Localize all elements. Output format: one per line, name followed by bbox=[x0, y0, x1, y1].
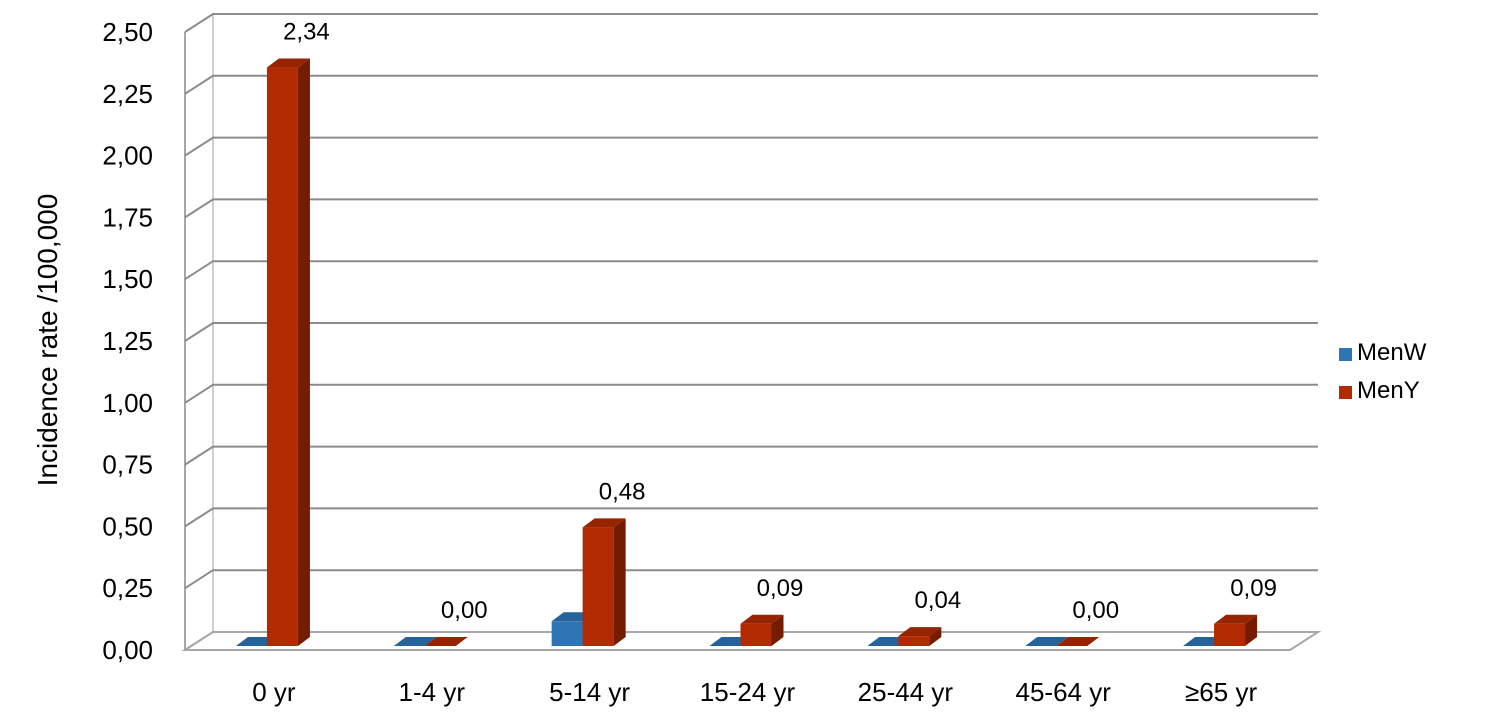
legend-label-menw: MenW bbox=[1357, 339, 1427, 366]
bar-side bbox=[297, 58, 310, 646]
gridline bbox=[184, 569, 1318, 590]
data-labels: 2,34 0,00 0,48 0,09 0,04 0,00 0,09 bbox=[283, 19, 1277, 624]
bar-front bbox=[551, 621, 583, 646]
y-axis-title: Incidence rate /100,000 bbox=[32, 194, 63, 487]
gridline bbox=[184, 198, 1318, 219]
x-axis-tick-labels: 0 yr 1-4 yr 5-14 yr 15-24 yr 25-44 yr 45-64 y… bbox=[252, 677, 1257, 707]
bar-top bbox=[582, 518, 626, 528]
gridline bbox=[184, 13, 1318, 33]
legend-label-meny: MenY bbox=[1357, 377, 1420, 404]
y-axis-tick-labels: 0,00 0,25 0,50 0,75 1,00 1,25 1,50 1,75 2,00 2,25… bbox=[102, 17, 153, 665]
bar-top bbox=[1025, 637, 1069, 646]
y-tick-label: 1,50 bbox=[102, 264, 153, 294]
bar-side bbox=[929, 627, 942, 646]
bar-front bbox=[582, 527, 614, 646]
gridline bbox=[184, 322, 1318, 342]
bar-side bbox=[771, 614, 784, 646]
data-label: 0,48 bbox=[599, 478, 646, 505]
data-label: 2,34 bbox=[283, 19, 330, 46]
data-label: 0,09 bbox=[757, 575, 804, 602]
bar-side bbox=[613, 518, 626, 646]
data-label: 0,04 bbox=[914, 587, 961, 614]
bar-meny-3 bbox=[740, 614, 784, 646]
data-label: 0,09 bbox=[1230, 575, 1277, 602]
bar-top bbox=[898, 627, 942, 637]
bar-top bbox=[1214, 614, 1258, 624]
gridline bbox=[184, 136, 1318, 157]
y-tick-label: 2,50 bbox=[102, 17, 153, 47]
bar-side bbox=[1245, 614, 1258, 646]
y-tick-label: 0,50 bbox=[102, 511, 153, 541]
x-tick-label: 25-44 yr bbox=[858, 677, 954, 707]
legend-swatch-meny bbox=[1339, 386, 1352, 399]
gridline bbox=[184, 260, 1318, 281]
y-tick-label: 1,00 bbox=[102, 388, 153, 418]
gridline bbox=[184, 507, 1318, 528]
gridline bbox=[184, 383, 1318, 404]
data-label: 0,00 bbox=[441, 597, 488, 624]
data-label: 0,00 bbox=[1072, 597, 1119, 624]
bar-top bbox=[1056, 637, 1100, 646]
y-tick-label: 0,00 bbox=[102, 635, 153, 665]
bar-menw-1 bbox=[393, 637, 437, 646]
bar-top bbox=[393, 637, 437, 646]
gridlines bbox=[184, 13, 1318, 651]
legend: MenW MenY bbox=[1339, 339, 1427, 404]
gridline bbox=[184, 74, 1318, 95]
y-tick-label: 0,75 bbox=[102, 450, 153, 480]
bar-meny-4 bbox=[898, 627, 942, 646]
bar-meny-6 bbox=[1214, 614, 1258, 646]
y-tick-label: 0,25 bbox=[102, 573, 153, 603]
bar-top bbox=[740, 614, 784, 624]
bar-meny-1 bbox=[424, 637, 468, 646]
bar-front bbox=[1214, 623, 1246, 646]
x-tick-label: 0 yr bbox=[252, 677, 296, 707]
bar-meny-2 bbox=[582, 518, 626, 646]
y-tick-label: 2,25 bbox=[102, 79, 153, 109]
gridline bbox=[184, 445, 1318, 466]
x-tick-label: 45-64 yr bbox=[1016, 677, 1112, 707]
x-tick-label: ≥65 yr bbox=[1185, 677, 1257, 707]
bar-front bbox=[898, 636, 930, 646]
y-tick-label: 1,25 bbox=[102, 326, 153, 356]
bar-meny-0 bbox=[266, 58, 310, 646]
x-tick-label: 15-24 yr bbox=[700, 677, 796, 707]
bars bbox=[235, 58, 1258, 646]
y-tick-label: 1,75 bbox=[102, 202, 153, 232]
bar-top bbox=[266, 58, 310, 68]
bar-front bbox=[266, 67, 298, 646]
bar-meny-5 bbox=[1056, 637, 1100, 646]
legend-swatch-menw bbox=[1339, 348, 1352, 361]
x-tick-label: 1-4 yr bbox=[399, 677, 466, 707]
x-tick-label: 5-14 yr bbox=[549, 677, 630, 707]
bar-front bbox=[740, 623, 772, 646]
y-tick-label: 2,00 bbox=[102, 141, 153, 171]
bar-top bbox=[424, 637, 468, 646]
bar-menw-5 bbox=[1025, 637, 1069, 646]
